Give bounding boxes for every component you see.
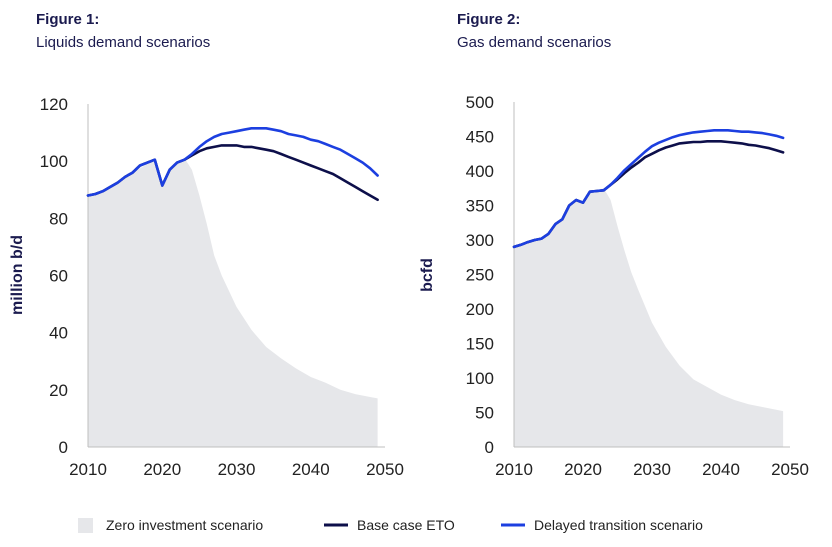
y-tick-label: 50 xyxy=(475,404,494,423)
y-tick-label: 120 xyxy=(40,95,68,114)
legend-label-zero-investment: Zero investment scenario xyxy=(106,517,263,533)
y-tick-label: 400 xyxy=(466,162,494,181)
x-tick-label: 2050 xyxy=(771,460,809,479)
y-tick-label: 500 xyxy=(466,93,494,112)
y-tick-label: 0 xyxy=(59,438,68,457)
figure-1-title: Figure 1: xyxy=(36,11,99,28)
legend-label-delayed-transition: Delayed transition scenario xyxy=(534,517,703,533)
figure-2-subtitle: Gas demand scenarios xyxy=(457,34,611,51)
figure-1-y-axis-label: million b/d xyxy=(9,235,26,315)
x-tick-label: 2040 xyxy=(702,460,740,479)
y-tick-label: 350 xyxy=(466,197,494,216)
x-tick-label: 2050 xyxy=(366,460,404,479)
delayed-transition-scenario-line xyxy=(512,129,785,249)
y-tick-label: 80 xyxy=(49,209,68,228)
x-tick-label: 2030 xyxy=(633,460,671,479)
figure-2-y-axis-label: bcfd xyxy=(419,258,436,292)
x-tick-label: 2040 xyxy=(292,460,330,479)
legend-label-base-case: Base case ETO xyxy=(357,517,455,533)
chart-legend: Zero investment scenario Base case ETO D… xyxy=(78,517,703,533)
y-tick-label: 450 xyxy=(466,128,494,147)
liquids-chart-panel: Figure 1: Liquids demand scenarios milli… xyxy=(9,11,404,479)
y-tick-label: 150 xyxy=(466,335,494,354)
figure-1-subtitle: Liquids demand scenarios xyxy=(36,34,210,51)
x-tick-label: 2020 xyxy=(143,460,181,479)
gas-chart-panel: Figure 2: Gas demand scenarios bcfd 0 50 1… xyxy=(419,11,809,479)
y-tick-label: 300 xyxy=(466,231,494,250)
y-tick-label: 250 xyxy=(466,266,494,285)
delayed-transition-scenario-line xyxy=(86,127,379,197)
zero-investment-area xyxy=(514,188,784,448)
x-tick-label: 2010 xyxy=(495,460,533,479)
figure-2-title: Figure 2: xyxy=(457,11,520,28)
y-tick-label: 60 xyxy=(49,267,68,286)
x-tick-label: 2010 xyxy=(69,460,107,479)
y-tick-label: 100 xyxy=(466,369,494,388)
y-tick-label: 100 xyxy=(40,152,68,171)
legend-swatch-zero-investment xyxy=(78,518,93,533)
x-tick-label: 2030 xyxy=(218,460,256,479)
y-tick-label: 40 xyxy=(49,324,68,343)
x-tick-label: 2020 xyxy=(564,460,602,479)
zero-investment-area xyxy=(88,158,378,448)
y-tick-label: 20 xyxy=(49,381,68,400)
y-tick-label: 0 xyxy=(485,438,494,457)
y-tick-label: 200 xyxy=(466,300,494,319)
